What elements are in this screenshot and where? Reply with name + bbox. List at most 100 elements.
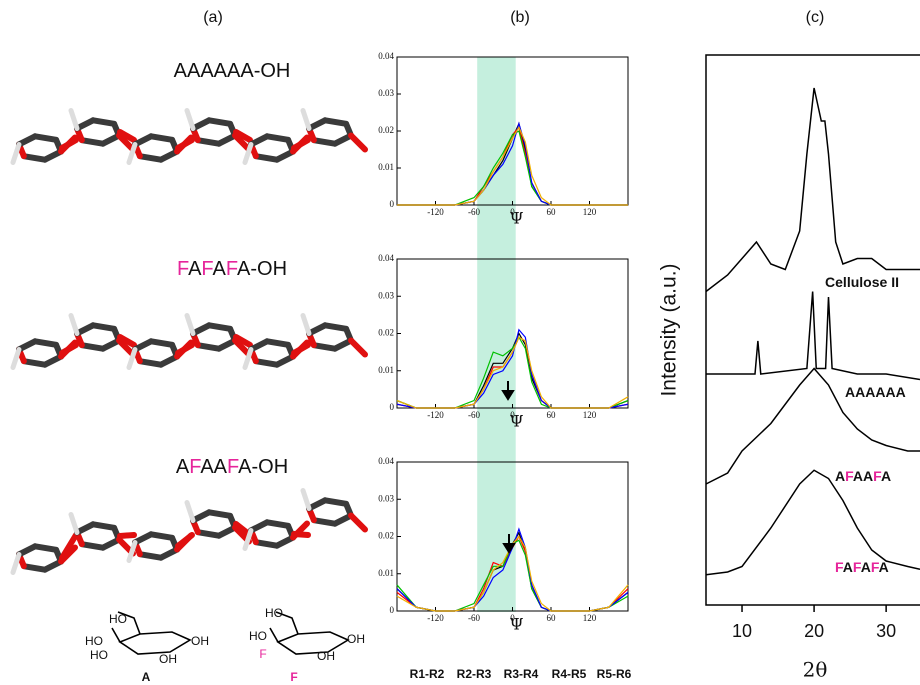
bond bbox=[187, 110, 193, 128]
bond bbox=[303, 490, 309, 508]
bond bbox=[303, 315, 309, 333]
y-tick-label: 0.04 bbox=[378, 51, 394, 61]
x-axis-label: Ψ bbox=[509, 412, 523, 431]
stick-model bbox=[13, 110, 365, 162]
panel-label: (b) bbox=[510, 9, 530, 26]
bond bbox=[13, 144, 19, 162]
y-tick-label: 0.04 bbox=[378, 456, 394, 466]
bond bbox=[314, 140, 335, 144]
curve-label: AFAAFA bbox=[835, 468, 891, 484]
bond bbox=[314, 345, 335, 349]
bond bbox=[140, 554, 161, 558]
bond bbox=[256, 542, 277, 546]
y-tick-label: 0.03 bbox=[378, 493, 394, 503]
legend-entry: R2-R3 bbox=[457, 667, 492, 681]
x-tick-label: -60 bbox=[468, 207, 480, 217]
bond bbox=[178, 345, 192, 353]
x-tick-label: -120 bbox=[427, 410, 444, 420]
atom-label: OH bbox=[191, 634, 209, 648]
curve-label: FAFAFA bbox=[835, 559, 889, 575]
bond bbox=[314, 520, 335, 524]
bond bbox=[93, 524, 114, 528]
legend-entry: R1-R2 bbox=[410, 667, 445, 681]
bond bbox=[209, 120, 230, 124]
bond bbox=[256, 361, 277, 365]
bond bbox=[294, 140, 308, 148]
x-tick-label: -120 bbox=[427, 207, 444, 217]
bond bbox=[351, 341, 365, 355]
legend-entry: R5-R6 bbox=[597, 667, 632, 681]
atom-label: OH bbox=[159, 652, 177, 666]
series-line bbox=[706, 88, 920, 292]
bond bbox=[71, 514, 77, 532]
x-tick-label: 120 bbox=[583, 207, 597, 217]
bond bbox=[325, 120, 346, 124]
x-tick-label: -60 bbox=[468, 410, 480, 420]
x-tick-label: 60 bbox=[547, 410, 557, 420]
y-tick-label: 0.02 bbox=[378, 125, 394, 135]
curve-label: AAAAAA bbox=[845, 384, 906, 400]
atom-label: HO bbox=[249, 629, 267, 643]
bond bbox=[120, 535, 134, 536]
bond bbox=[24, 361, 45, 365]
bond bbox=[71, 110, 77, 128]
series-line bbox=[706, 292, 920, 380]
y-tick-label: 0 bbox=[390, 199, 395, 209]
bond bbox=[140, 156, 161, 160]
x-tick-label: 60 bbox=[547, 207, 557, 217]
bond bbox=[35, 136, 56, 140]
bond bbox=[267, 341, 288, 345]
molecule-label: AFAAFA-OH bbox=[176, 456, 288, 478]
plot-frame bbox=[706, 55, 920, 605]
bond bbox=[294, 534, 308, 535]
bond bbox=[82, 140, 103, 144]
bond bbox=[187, 502, 193, 520]
stick-model bbox=[13, 490, 365, 572]
bond bbox=[24, 566, 45, 570]
atom-label: HO bbox=[109, 612, 127, 626]
bond bbox=[93, 120, 114, 124]
x-tick-label: -60 bbox=[468, 613, 480, 623]
stick-model bbox=[13, 315, 365, 367]
bond bbox=[140, 361, 161, 365]
panel-label: (c) bbox=[806, 9, 825, 26]
molecule-label: FAFAFA-OH bbox=[177, 258, 287, 280]
bond bbox=[62, 140, 76, 148]
y-tick-label: 0.03 bbox=[378, 88, 394, 98]
legend-entry: R4-R5 bbox=[552, 667, 587, 681]
bond bbox=[151, 534, 172, 538]
bond bbox=[35, 341, 56, 345]
atom-label: HO bbox=[85, 634, 103, 648]
bond bbox=[325, 325, 346, 329]
bond bbox=[209, 325, 230, 329]
x-axis-label: Ψ bbox=[509, 209, 523, 228]
bond bbox=[151, 136, 172, 140]
x-tick-label: 10 bbox=[732, 621, 752, 641]
atom-label: F bbox=[259, 647, 266, 661]
y-axis-label: Intensity (a.u.) bbox=[658, 263, 681, 396]
molecule-label: AAAAAA-OH bbox=[174, 60, 291, 82]
atom-label: HO bbox=[265, 606, 283, 620]
curve-label: Cellulose II bbox=[825, 274, 899, 290]
bond bbox=[35, 546, 56, 550]
x-tick-label: 120 bbox=[583, 410, 597, 420]
bond bbox=[294, 345, 308, 353]
x-axis-label: 2θ bbox=[803, 658, 828, 682]
y-tick-label: 0 bbox=[390, 605, 395, 615]
x-tick-label: 60 bbox=[547, 613, 557, 623]
bond bbox=[187, 315, 193, 333]
figure: (a) (b) (c) AAAAAA-OH FAFAFA-OH AFAAFA-OH HO HO… bbox=[0, 0, 920, 685]
y-tick-label: 0.01 bbox=[378, 365, 394, 375]
bond bbox=[151, 341, 172, 345]
legend-entry: R3-R4 bbox=[504, 667, 539, 681]
y-tick-label: 0.02 bbox=[378, 531, 394, 541]
atom-label: OH bbox=[347, 632, 365, 646]
y-tick-label: 0.04 bbox=[378, 253, 394, 263]
bond bbox=[24, 156, 45, 160]
x-tick-label: -120 bbox=[427, 613, 444, 623]
panel-label: (a) bbox=[203, 9, 223, 26]
atom-label: OH bbox=[317, 649, 335, 663]
x-tick-label: 20 bbox=[804, 621, 824, 641]
bond bbox=[303, 110, 309, 128]
bond bbox=[71, 315, 77, 333]
